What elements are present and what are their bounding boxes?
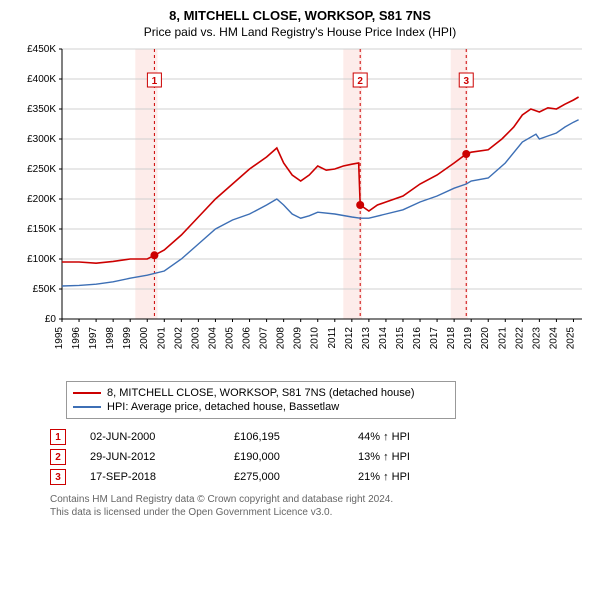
event-price: £190,000 [234, 451, 334, 463]
event-row: 3 17-SEP-2018 £275,000 21% ↑ HPI [50, 467, 590, 487]
svg-text:2013: 2013 [361, 327, 372, 350]
svg-text:2003: 2003 [190, 327, 201, 350]
event-delta: 13% ↑ HPI [358, 451, 410, 463]
legend-label-hpi: HPI: Average price, detached house, Bass… [107, 401, 339, 413]
event-price: £106,195 [234, 431, 334, 443]
chart-legend: 8, MITCHELL CLOSE, WORKSOP, S81 7NS (det… [66, 381, 456, 419]
svg-text:2014: 2014 [378, 327, 389, 350]
svg-text:1997: 1997 [88, 327, 99, 350]
event-price: £275,000 [234, 471, 334, 483]
svg-text:£450K: £450K [27, 45, 56, 55]
event-badge: 1 [50, 429, 66, 445]
legend-swatch-hpi [73, 406, 101, 408]
svg-text:£250K: £250K [27, 164, 56, 175]
svg-text:2002: 2002 [173, 327, 184, 350]
svg-text:£350K: £350K [27, 104, 56, 115]
svg-text:2019: 2019 [463, 327, 474, 350]
svg-text:£150K: £150K [27, 224, 56, 235]
svg-text:1998: 1998 [105, 327, 116, 350]
event-date: 29-JUN-2012 [90, 451, 210, 463]
svg-text:2009: 2009 [293, 327, 304, 350]
event-delta: 21% ↑ HPI [358, 471, 410, 483]
svg-text:1995: 1995 [54, 327, 65, 350]
event-badge: 2 [50, 449, 66, 465]
page-title: 8, MITCHELL CLOSE, WORKSOP, S81 7NS [10, 8, 590, 23]
svg-text:£300K: £300K [27, 134, 56, 145]
svg-text:£0: £0 [45, 314, 57, 325]
svg-text:2017: 2017 [429, 327, 440, 350]
svg-text:£200K: £200K [27, 194, 56, 205]
svg-text:2007: 2007 [259, 327, 270, 350]
svg-text:2016: 2016 [412, 327, 423, 350]
svg-text:2021: 2021 [497, 327, 508, 350]
legend-item-hpi: HPI: Average price, detached house, Bass… [73, 400, 449, 414]
svg-text:2025: 2025 [565, 327, 576, 350]
svg-text:2000: 2000 [139, 327, 150, 350]
svg-text:£100K: £100K [27, 254, 56, 265]
svg-text:2010: 2010 [310, 327, 321, 350]
svg-text:2020: 2020 [480, 327, 491, 350]
svg-text:2: 2 [357, 76, 363, 87]
svg-text:£50K: £50K [33, 284, 57, 295]
svg-text:2018: 2018 [446, 327, 457, 350]
svg-text:1999: 1999 [122, 327, 133, 350]
svg-text:3: 3 [463, 76, 469, 87]
svg-text:2005: 2005 [224, 327, 235, 350]
price-chart: £0 £50K £100K £150K £200K £250K £300K £350K £400… [10, 45, 590, 375]
svg-text:2006: 2006 [242, 327, 253, 350]
legend-swatch-property [73, 392, 101, 394]
page-subtitle: Price paid vs. HM Land Registry's House … [10, 25, 590, 39]
svg-text:2004: 2004 [207, 327, 218, 350]
svg-text:2015: 2015 [395, 327, 406, 350]
event-row: 1 02-JUN-2000 £106,195 44% ↑ HPI [50, 427, 590, 447]
page: 8, MITCHELL CLOSE, WORKSOP, S81 7NS Pric… [0, 0, 600, 590]
chart-svg: £0 £50K £100K £150K £200K £250K £300K £350K £400… [10, 45, 590, 375]
svg-text:2023: 2023 [531, 327, 542, 350]
svg-text:2001: 2001 [156, 327, 167, 350]
event-date: 02-JUN-2000 [90, 431, 210, 443]
svg-text:1996: 1996 [71, 327, 82, 350]
event-date: 17-SEP-2018 [90, 471, 210, 483]
legend-label-property: 8, MITCHELL CLOSE, WORKSOP, S81 7NS (det… [107, 387, 415, 399]
svg-text:2022: 2022 [514, 327, 525, 350]
footer-line-2: This data is licensed under the Open Gov… [50, 506, 590, 519]
svg-text:1: 1 [152, 76, 158, 87]
svg-text:£400K: £400K [27, 74, 56, 85]
svg-text:2012: 2012 [344, 327, 355, 350]
svg-text:2011: 2011 [327, 327, 338, 349]
svg-text:2024: 2024 [548, 327, 559, 350]
footer-line-1: Contains HM Land Registry data © Crown c… [50, 493, 590, 506]
legend-item-property: 8, MITCHELL CLOSE, WORKSOP, S81 7NS (det… [73, 386, 449, 400]
event-delta: 44% ↑ HPI [358, 431, 410, 443]
footer: Contains HM Land Registry data © Crown c… [50, 493, 590, 519]
event-row: 2 29-JUN-2012 £190,000 13% ↑ HPI [50, 447, 590, 467]
svg-text:2008: 2008 [276, 327, 287, 350]
event-table: 1 02-JUN-2000 £106,195 44% ↑ HPI 2 29-JU… [50, 427, 590, 487]
event-badge: 3 [50, 469, 66, 485]
